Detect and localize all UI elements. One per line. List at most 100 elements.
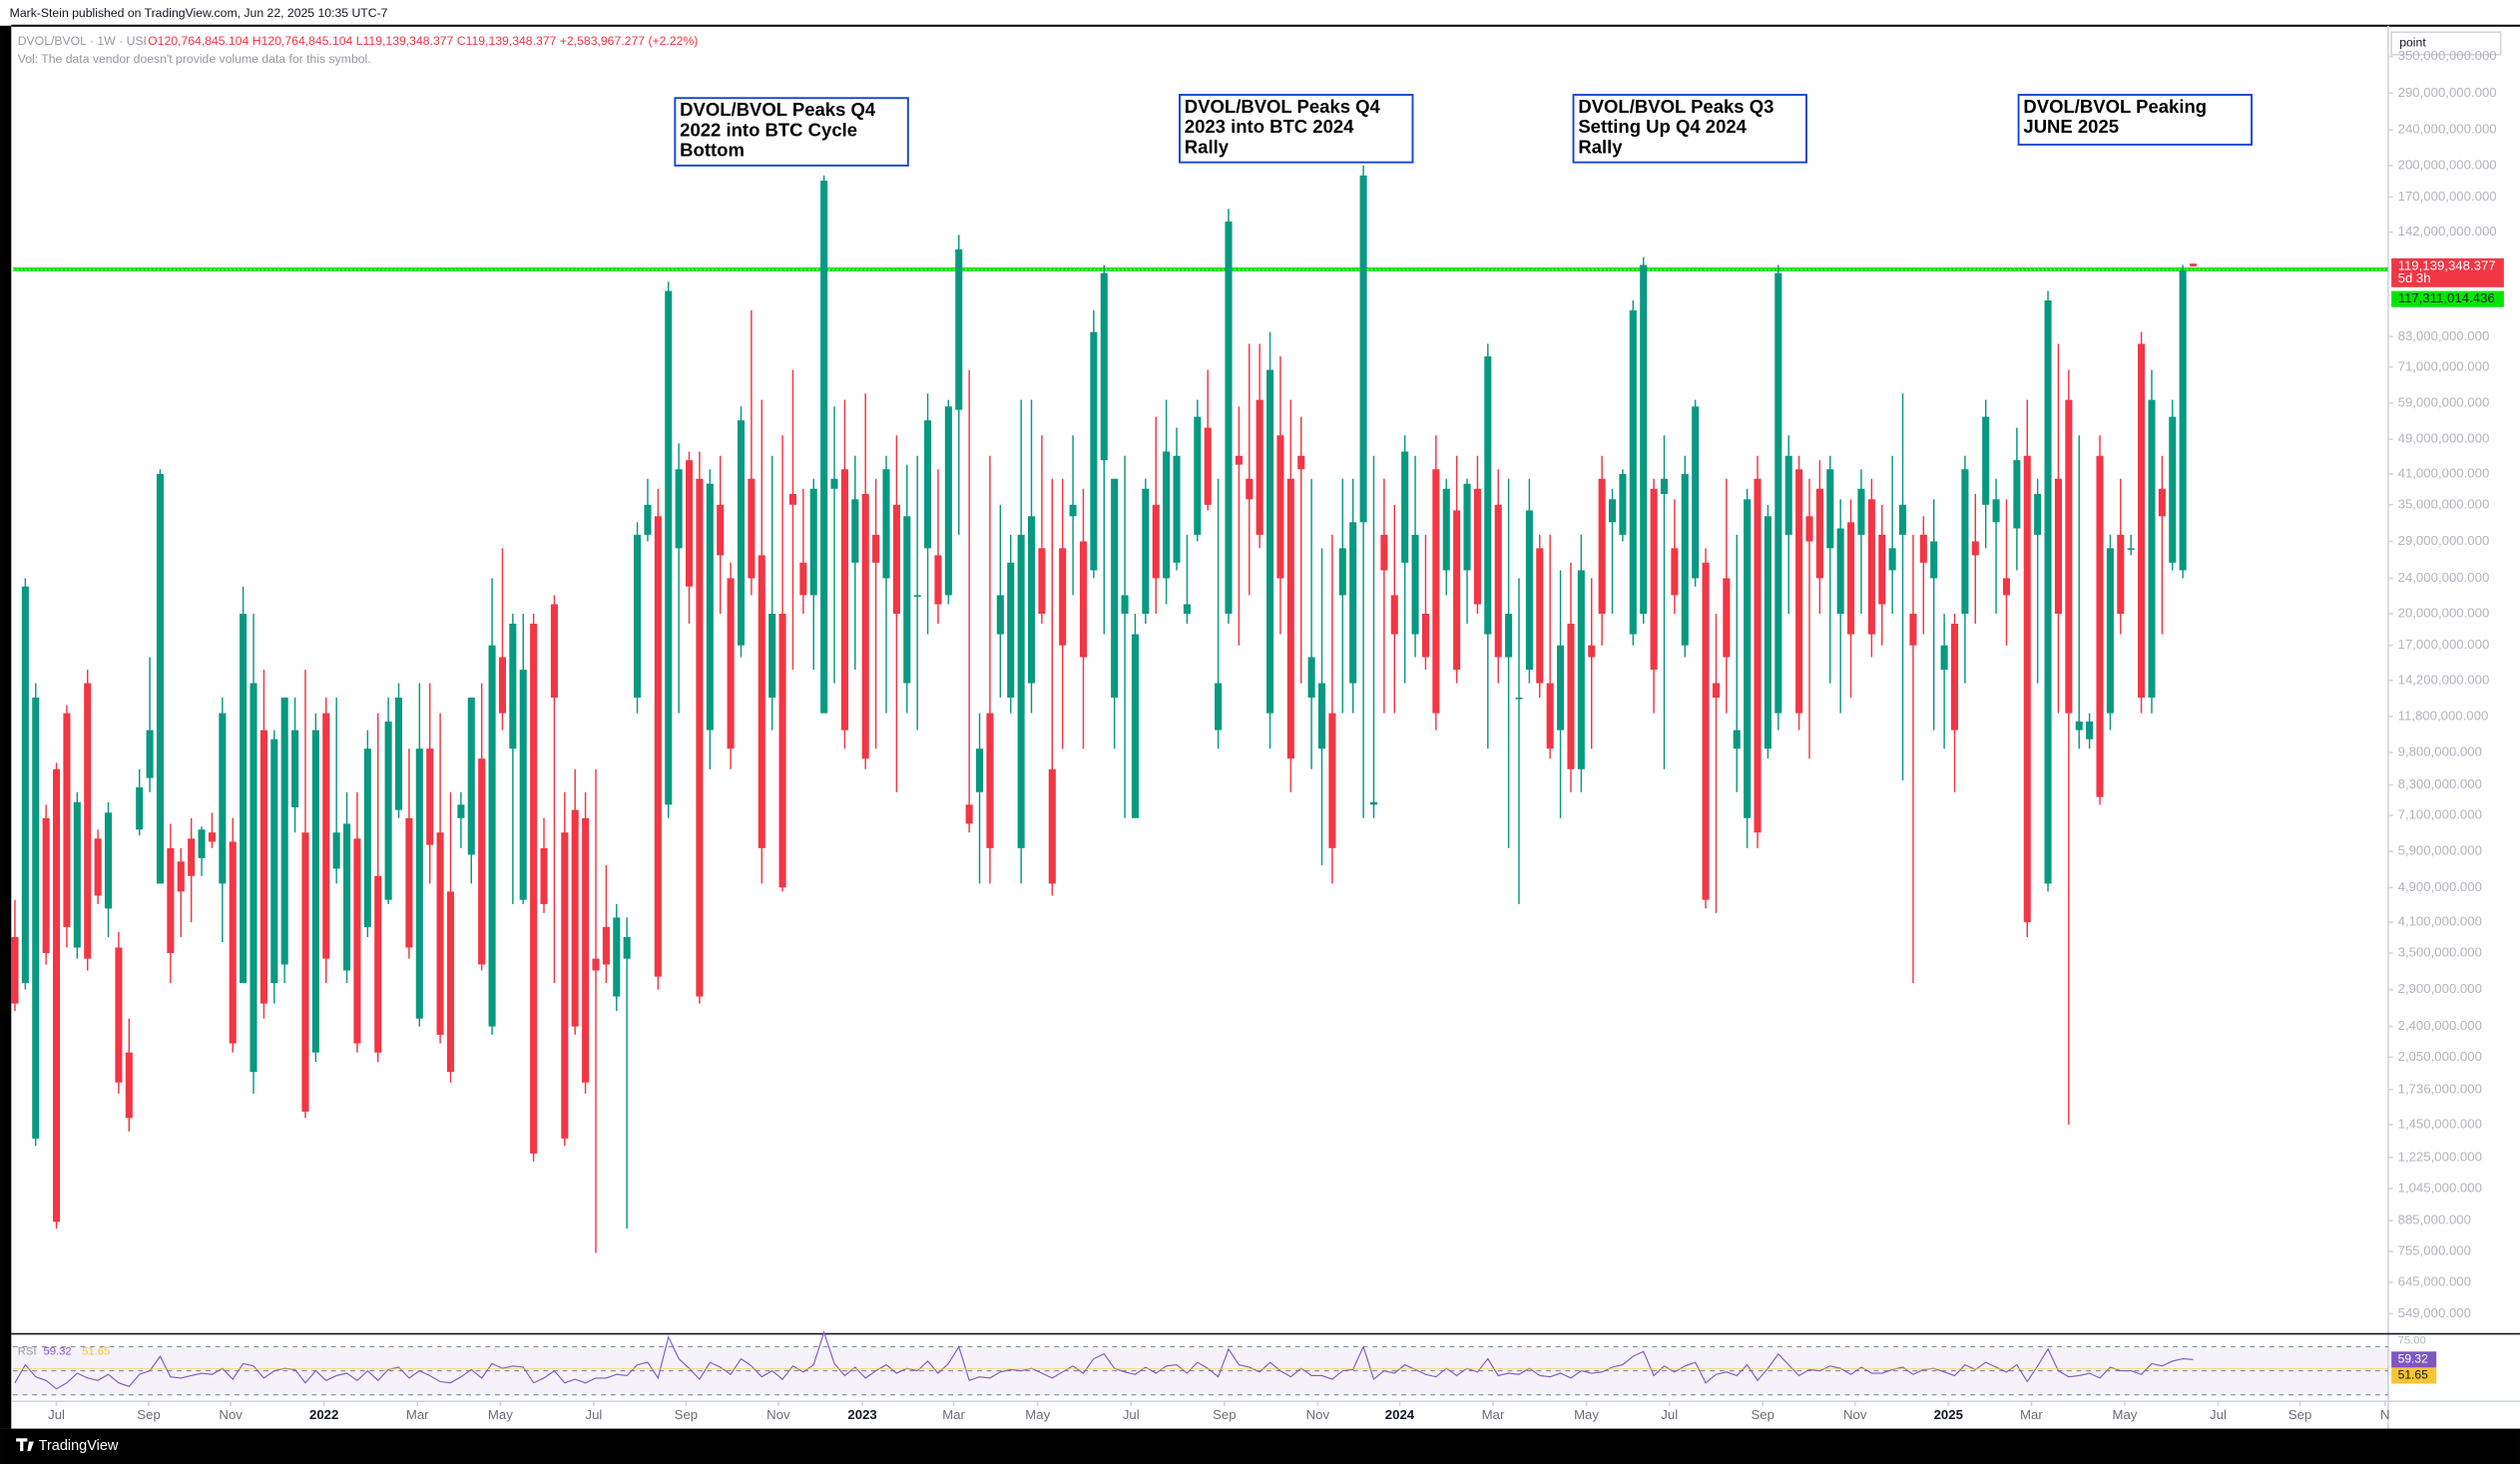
- candle-body: [1567, 623, 1575, 769]
- candle-body: [561, 832, 569, 1139]
- annotation-text: DVOL/BVOL Peaking: [2023, 96, 2207, 117]
- candle-body: [115, 947, 123, 1083]
- y-tick-label: 549,000.000: [2398, 1305, 2471, 1320]
- y-tick-label: 1,045,000.000: [2398, 1180, 2482, 1195]
- candle-body: [1235, 455, 1243, 465]
- candle-body: [280, 698, 288, 965]
- annotation-text: Bottom: [680, 140, 745, 161]
- candle-body: [2044, 300, 2052, 884]
- left-border: [0, 25, 12, 1429]
- candle-body: [1204, 427, 1212, 505]
- candle-body: [188, 838, 196, 876]
- candle-body: [1515, 698, 1523, 700]
- x-tick-label: Mar: [1482, 1407, 1505, 1422]
- candle-body: [488, 645, 496, 1027]
- x-tick-label: May: [488, 1407, 513, 1422]
- candle-body: [1878, 534, 1886, 605]
- last-price-box: [2391, 257, 2504, 287]
- candle-body: [1857, 488, 1865, 535]
- x-tick-label: May: [1025, 1407, 1050, 1422]
- y-tick-label: 71,000,000.000: [2398, 358, 2490, 373]
- x-tick-label: 2022: [309, 1407, 338, 1422]
- candle-body: [1411, 534, 1419, 635]
- y-tick-label: 645,000.000: [2398, 1273, 2471, 1288]
- candle-body: [1795, 469, 1803, 714]
- candle-body: [1660, 478, 1669, 494]
- candle-body: [2034, 493, 2042, 535]
- candle-body: [363, 748, 371, 927]
- candle-body: [1349, 522, 1357, 684]
- y-tick-label: 240,000,000.000: [2398, 122, 2497, 137]
- candle-body: [571, 809, 579, 1027]
- candle-body: [654, 516, 662, 977]
- candle-body: [2158, 488, 2166, 517]
- y-tick-label: 29,000,000.000: [2398, 533, 2490, 548]
- candle-body: [1608, 499, 1617, 523]
- candle-body: [602, 926, 610, 965]
- candle-body: [2086, 721, 2094, 739]
- candle-body: [1079, 541, 1088, 658]
- candle-body: [1774, 272, 1782, 714]
- annotation-box: [1572, 94, 1807, 164]
- y-tick-label: 350,000,000.000: [2398, 48, 2497, 63]
- candle-body: [1048, 768, 1056, 884]
- candle-body: [934, 555, 942, 605]
- candle-body: [1826, 469, 1834, 549]
- x-tick-label: Jul: [585, 1407, 602, 1422]
- candle-body: [208, 832, 216, 842]
- candle-body: [1692, 406, 1700, 579]
- candle-body: [1328, 713, 1336, 848]
- candle-body: [1815, 488, 1823, 579]
- candle-body: [840, 469, 848, 731]
- candle-body: [384, 721, 392, 900]
- candle-body: [94, 838, 102, 896]
- candle-body: [1867, 499, 1875, 635]
- x-tick-label: Jul: [1661, 1407, 1678, 1422]
- candle-body: [965, 804, 973, 824]
- candle-body: [903, 516, 911, 684]
- candle-body: [167, 847, 175, 953]
- candle-body: [1805, 516, 1813, 542]
- annotation-box: [1179, 94, 1414, 164]
- candle-body: [1847, 522, 1855, 635]
- y-tick-label: 11,800,000.000: [2398, 708, 2489, 723]
- annotation-text: 2022 into BTC Cycle: [680, 119, 857, 140]
- scale-mode-button[interactable]: [2390, 31, 2502, 56]
- candle-body: [1733, 730, 1741, 749]
- y-tick-label: 142,000,000.000: [2398, 224, 2497, 239]
- candle-body: [1453, 510, 1461, 671]
- y-tick-label: 2,400,000.000: [2398, 1018, 2482, 1033]
- rsi-line: [14, 1330, 2194, 1390]
- candle-body: [177, 861, 185, 892]
- candle-body: [1432, 469, 1440, 714]
- countdown: 5d 3h: [2398, 270, 2431, 285]
- candle-body: [1307, 657, 1315, 699]
- volume-note: Vol: The data vendor doesn't provide vol…: [18, 52, 371, 66]
- y-tick-label: 59,000,000.000: [2398, 394, 2490, 409]
- candle-body: [21, 586, 29, 984]
- candle-body: [976, 748, 984, 792]
- candle-body: [1505, 613, 1513, 658]
- x-tick-label: Sep: [1751, 1407, 1773, 1422]
- level-price-box: [2391, 290, 2504, 307]
- candle-body: [1276, 435, 1284, 579]
- candle-body: [457, 804, 465, 818]
- candle-body: [1930, 541, 1938, 579]
- candle-body: [32, 698, 40, 1139]
- x-tick-label: 2023: [847, 1407, 876, 1422]
- candle-body: [530, 623, 538, 1154]
- candle-body: [1121, 595, 1129, 614]
- candle-body: [240, 613, 248, 984]
- candle-body: [1494, 504, 1502, 658]
- scale-mode[interactable]: point: [2399, 36, 2426, 50]
- candle-body: [592, 958, 600, 971]
- x-tick-label: Jul: [48, 1407, 65, 1422]
- candle-body: [768, 613, 776, 699]
- candle-body: [311, 730, 319, 1053]
- candle-body: [136, 786, 144, 830]
- candle-body: [748, 478, 756, 579]
- candle-body: [509, 623, 517, 749]
- candle-body: [778, 613, 786, 888]
- candle-body: [415, 748, 423, 1019]
- candle-body: [1225, 221, 1233, 614]
